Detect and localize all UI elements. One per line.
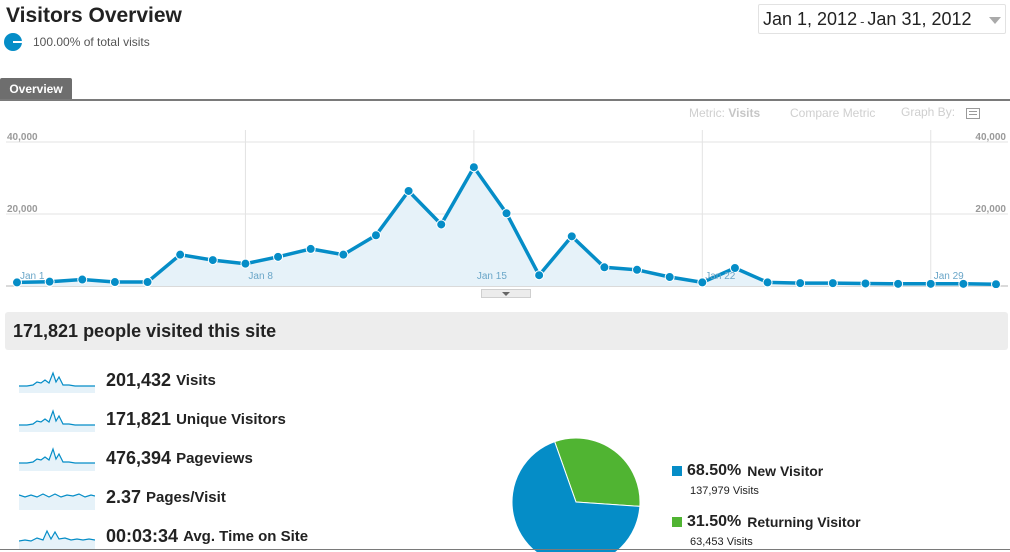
x-tick-label: Jan 22 xyxy=(705,271,735,282)
metric-visits-label: Visits xyxy=(176,371,216,389)
x-tick-label: Jan 8 xyxy=(248,271,273,282)
bottom-divider xyxy=(0,549,1010,550)
y-tick-label-left: 20,000 xyxy=(7,204,38,215)
pie-slice-returning-visitor xyxy=(554,437,641,507)
graph-by-label: Graph By: xyxy=(901,105,956,119)
sparkline-visits-icon xyxy=(19,371,95,393)
legend-swatch-returning xyxy=(672,517,682,527)
legend-swatch-new xyxy=(672,466,682,476)
data-point xyxy=(44,276,55,287)
segment-label: 100.00% of total visits xyxy=(33,35,150,49)
data-point xyxy=(12,277,22,288)
data-point xyxy=(827,278,838,288)
sparkline-pages-per-visit-icon xyxy=(19,493,95,510)
data-point xyxy=(632,264,643,275)
chevron-down-icon xyxy=(989,17,1001,24)
data-point xyxy=(697,277,708,288)
summary-headline: 171,821 people visited this site xyxy=(5,312,1008,350)
metric-pageviews-label: Pageviews xyxy=(176,449,253,467)
data-point xyxy=(664,272,675,282)
visitor-type-pie-chart xyxy=(511,437,641,552)
sparkline-unique-visitors-icon xyxy=(19,409,95,432)
metric-unique-visitors-value: 171,821 xyxy=(106,408,172,429)
data-point xyxy=(240,258,251,269)
data-point xyxy=(860,278,871,288)
chart-collapse-handle[interactable] xyxy=(481,289,531,298)
metric-value: Visits xyxy=(728,106,761,120)
metric-selector[interactable]: Metric: Visits xyxy=(689,106,760,120)
data-point xyxy=(599,262,610,273)
data-point xyxy=(273,251,284,262)
data-point xyxy=(468,162,479,173)
legend-returning-visits: 63,453 Visits xyxy=(690,536,753,548)
compare-metric-button[interactable]: Compare Metric xyxy=(790,106,876,120)
tab-divider xyxy=(0,99,1010,101)
x-tick-label: Jan 15 xyxy=(477,271,507,282)
tab-overview[interactable]: Overview xyxy=(0,78,72,100)
data-point xyxy=(436,219,447,230)
metric-pages-per-visit[interactable]: 2.37 Pages/Visit xyxy=(19,484,226,510)
pie-slice-new-visitor xyxy=(511,441,641,552)
sparkline-pageviews-icon xyxy=(19,447,95,471)
date-range-start: Jan 1, 2012 xyxy=(763,8,858,29)
x-tick-label: Jan 1 xyxy=(20,271,45,282)
date-range-end: Jan 31, 2012 xyxy=(867,8,972,29)
date-range-picker[interactable]: Jan 1, 2012 - Jan 31, 2012 xyxy=(758,4,1006,34)
data-point xyxy=(795,278,806,288)
x-tick-label: Jan 29 xyxy=(934,271,964,282)
data-point xyxy=(762,277,773,288)
page-title: Visitors Overview xyxy=(6,4,182,27)
metric-visits[interactable]: 201,432 Visits xyxy=(19,367,216,393)
legend-new-visitor[interactable]: 68.50% New Visitor 137,979 Visits xyxy=(672,462,823,497)
data-point xyxy=(207,255,218,266)
data-point xyxy=(925,278,936,288)
metric-pages-per-visit-value: 2.37 xyxy=(106,486,142,507)
data-point xyxy=(338,249,349,260)
data-point xyxy=(729,263,740,273)
metric-visits-value: 201,432 xyxy=(106,369,172,390)
legend-returning-visitor[interactable]: 31.50% Returning Visitor 63,453 Visits xyxy=(672,513,861,548)
legend-returning-percent: 31.50% xyxy=(687,513,742,530)
data-point xyxy=(991,279,1001,288)
visits-area-fill xyxy=(17,167,996,286)
visits-line-chart: 20,000 20,000 40,000 40,000 Jan 1 Jan 8 Jan 15… xyxy=(6,130,1008,288)
metric-unique-visitors-label: Unique Visitors xyxy=(176,410,286,428)
legend-returning-label: Returning Visitor xyxy=(747,514,861,530)
legend-new-percent: 68.50% xyxy=(687,462,742,479)
data-point xyxy=(958,278,969,288)
data-point xyxy=(370,230,381,241)
legend-new-label: New Visitor xyxy=(747,463,824,479)
segment-pie-icon xyxy=(4,33,22,51)
data-point xyxy=(566,231,577,242)
data-point xyxy=(142,277,153,288)
metric-avg-time-value: 00:03:34 xyxy=(106,525,179,546)
metric-pageviews[interactable]: 476,394 Pageviews xyxy=(19,445,253,471)
data-point xyxy=(403,185,414,196)
data-point xyxy=(109,277,120,288)
data-point xyxy=(501,208,512,219)
sparkline-avg-time-icon xyxy=(19,529,95,549)
data-point xyxy=(77,274,88,285)
date-range-separator: - xyxy=(860,13,865,29)
metric-prefix: Metric: xyxy=(689,106,725,120)
segment-indicator[interactable]: 100.00% of total visits xyxy=(4,33,150,51)
metric-unique-visitors[interactable]: 171,821 Unique Visitors xyxy=(19,406,286,432)
y-tick-label-right: 20,000 xyxy=(975,204,1006,215)
data-point xyxy=(175,249,186,260)
metric-avg-time-on-site[interactable]: 00:03:34 Avg. Time on Site xyxy=(19,523,308,549)
data-point xyxy=(893,278,904,288)
metric-pages-per-visit-label: Pages/Visit xyxy=(146,488,226,506)
data-point xyxy=(305,243,316,254)
graph-by-day-icon[interactable] xyxy=(966,108,980,119)
metric-pageviews-value: 476,394 xyxy=(106,447,172,468)
data-point xyxy=(534,270,545,281)
y-tick-label-right: 40,000 xyxy=(975,132,1006,143)
y-tick-label-left: 40,000 xyxy=(7,132,38,143)
metric-avg-time-label: Avg. Time on Site xyxy=(183,527,309,545)
legend-new-visits: 137,979 Visits xyxy=(690,485,759,497)
